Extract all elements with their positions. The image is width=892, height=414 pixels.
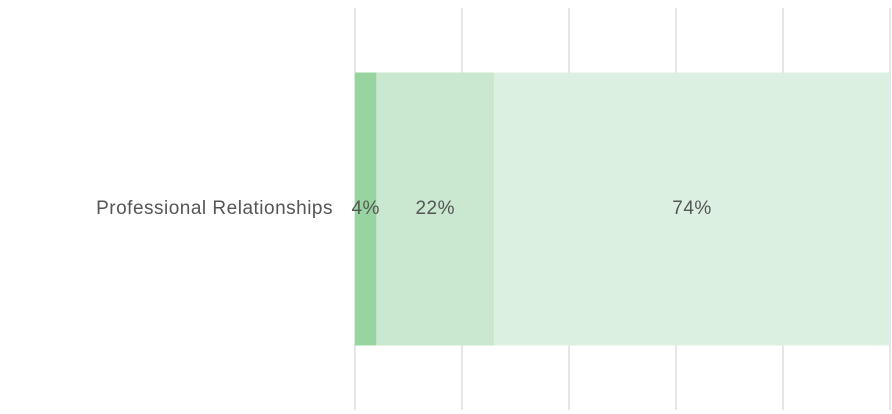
bar-segment (494, 72, 890, 346)
category-label: Professional Relationships (96, 198, 333, 219)
bar-segment (355, 72, 377, 346)
value-label: 74% (672, 198, 712, 219)
value-label: 4% (351, 198, 379, 219)
value-label: 22% (415, 198, 455, 219)
bar-segment (376, 72, 495, 346)
